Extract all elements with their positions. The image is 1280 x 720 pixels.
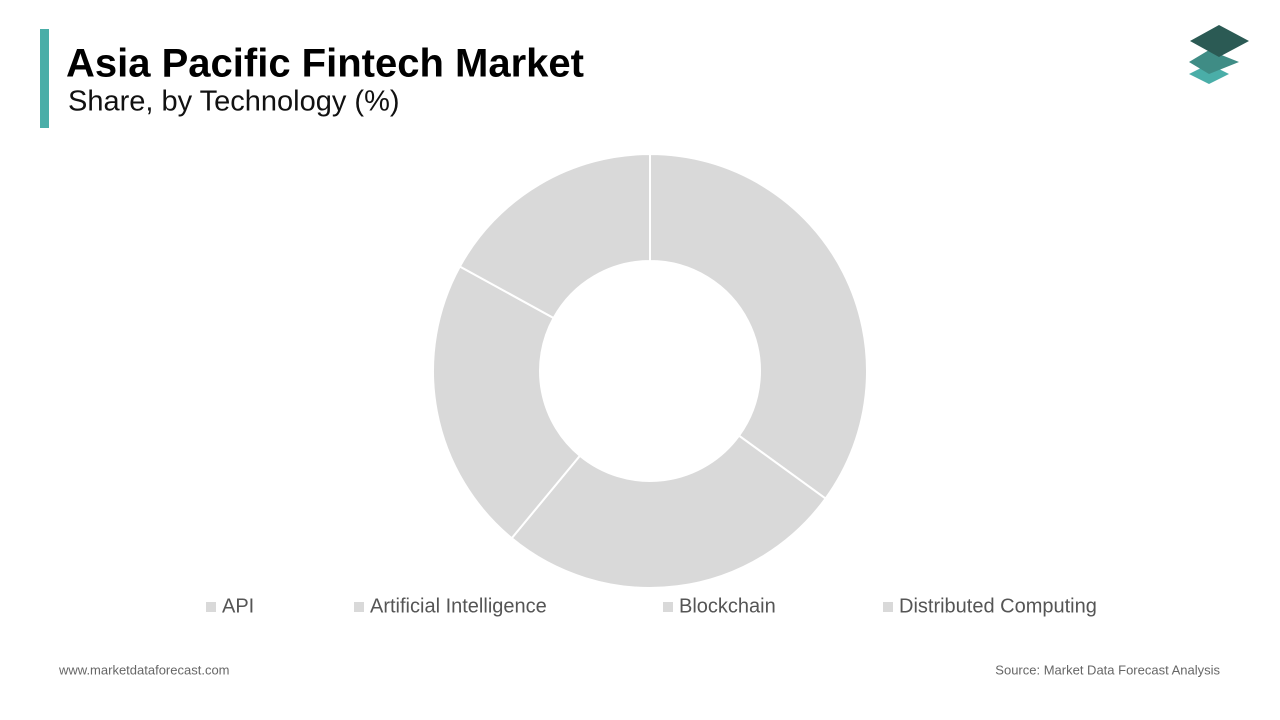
legend-swatch: [663, 602, 673, 612]
donut-segment: [458, 152, 651, 320]
chart-title: Asia Pacific Fintech Market: [66, 42, 584, 86]
donut-segment: [510, 434, 827, 589]
chart-subtitle: Share, by Technology (%): [68, 86, 400, 118]
legend-label: Blockchain: [679, 595, 776, 617]
logo: [1189, 25, 1249, 84]
legend-label: API: [222, 595, 254, 617]
donut-segment: [649, 152, 868, 500]
title-accent: [40, 29, 49, 128]
website: www.marketdataforecast.com: [58, 662, 230, 677]
legend-swatch: [206, 602, 216, 612]
legend-swatch: [354, 602, 364, 612]
legend-label: Artificial Intelligence: [370, 595, 547, 617]
legend-label: Distributed Computing: [899, 595, 1097, 617]
legend-swatch: [883, 602, 893, 612]
source: Source: Market Data Forecast Analysis: [995, 662, 1220, 677]
donut-segment: [432, 265, 582, 540]
